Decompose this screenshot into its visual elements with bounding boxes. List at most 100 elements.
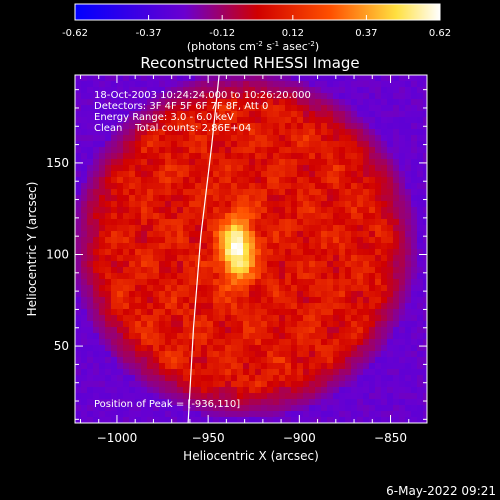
heatmap-cell	[345, 387, 352, 394]
heatmap-cell	[135, 237, 142, 244]
heatmap-cell	[387, 297, 394, 304]
heatmap-cell	[249, 75, 256, 82]
heatmap-cell	[321, 411, 328, 418]
heatmap-cell	[207, 219, 214, 226]
heatmap-cell	[399, 309, 406, 316]
heatmap-cell	[87, 369, 94, 376]
heatmap-cell	[417, 189, 424, 196]
heatmap-cell	[321, 261, 328, 268]
heatmap-cell	[213, 93, 220, 100]
heatmap-cell	[375, 273, 382, 280]
heatmap-cell	[267, 357, 274, 364]
heatmap-cell	[411, 255, 418, 262]
heatmap-cell	[219, 279, 226, 286]
heatmap-cell	[171, 369, 178, 376]
heatmap-cell	[333, 231, 340, 238]
heatmap-cell	[189, 75, 196, 82]
heatmap-cell	[345, 399, 352, 406]
heatmap-cell	[195, 381, 202, 388]
heatmap-cell	[351, 111, 358, 118]
heatmap-cell	[225, 141, 232, 148]
heatmap-cell	[165, 207, 172, 214]
heatmap-cell	[297, 417, 304, 423]
heatmap-cell	[105, 321, 112, 328]
heatmap-cell	[255, 315, 262, 322]
heatmap-cell	[327, 333, 334, 340]
heatmap-cell	[153, 285, 160, 292]
heatmap-cell	[111, 321, 118, 328]
heatmap-cell	[129, 249, 136, 256]
heatmap-cell	[303, 135, 310, 142]
heatmap-cell	[231, 237, 238, 244]
heatmap-cell	[243, 195, 250, 202]
heatmap-cell	[183, 321, 190, 328]
heatmap-cell	[123, 93, 130, 100]
heatmap-cell	[417, 75, 424, 82]
heatmap-cell	[291, 405, 298, 412]
heatmap-cell	[345, 213, 352, 220]
heatmap-cell	[351, 411, 358, 418]
heatmap-cell	[195, 195, 202, 202]
heatmap-cell	[195, 357, 202, 364]
heatmap-cell	[327, 279, 334, 286]
heatmap-cell	[387, 105, 394, 112]
heatmap-cell	[249, 207, 256, 214]
heatmap-cell	[279, 231, 286, 238]
heatmap-cell	[135, 141, 142, 148]
heatmap-cell	[189, 141, 196, 148]
heatmap-cell	[375, 93, 382, 100]
heatmap-cell	[417, 141, 424, 148]
heatmap-cell	[153, 249, 160, 256]
heatmap-cell	[339, 87, 346, 94]
heatmap-cell	[75, 117, 82, 124]
heatmap-cell	[201, 339, 208, 346]
heatmap-cell	[381, 219, 388, 226]
heatmap-cell	[147, 171, 154, 178]
heatmap-cell	[231, 231, 238, 238]
heatmap-cell	[381, 351, 388, 358]
heatmap-cell	[231, 273, 238, 280]
heatmap-cell	[231, 249, 238, 256]
heatmap-cell	[357, 399, 364, 406]
heatmap-cell	[285, 129, 292, 136]
heatmap-cell	[75, 249, 82, 256]
heatmap-cell	[261, 111, 268, 118]
heatmap-cell	[141, 231, 148, 238]
heatmap-cell	[105, 339, 112, 346]
heatmap-cell	[405, 291, 412, 298]
heatmap-cell	[333, 213, 340, 220]
heatmap-cell	[339, 111, 346, 118]
heatmap-cell	[249, 273, 256, 280]
heatmap-cell	[231, 81, 238, 88]
heatmap-cell	[93, 381, 100, 388]
heatmap-cell	[393, 267, 400, 274]
heatmap-cell	[273, 255, 280, 262]
heatmap-cell	[363, 183, 370, 190]
heatmap-cell	[171, 291, 178, 298]
heatmap-cell	[129, 117, 136, 124]
heatmap-cell	[183, 189, 190, 196]
heatmap-cell	[129, 87, 136, 94]
heatmap-cell	[135, 123, 142, 130]
heatmap-cell	[117, 273, 124, 280]
heatmap-cell	[129, 351, 136, 358]
heatmap-cell	[177, 393, 184, 400]
heatmap-cell	[255, 321, 262, 328]
heatmap-cell	[165, 111, 172, 118]
heatmap-cell	[219, 111, 226, 118]
heatmap-cell	[189, 315, 196, 322]
heatmap-cell	[219, 99, 226, 106]
heatmap-cell	[177, 171, 184, 178]
heatmap-cell	[153, 129, 160, 136]
heatmap-cell	[345, 285, 352, 292]
heatmap-cell	[369, 363, 376, 370]
heatmap-cell	[141, 279, 148, 286]
heatmap-cell	[309, 291, 316, 298]
heatmap-cell	[141, 405, 148, 412]
heatmap-cell	[111, 369, 118, 376]
heatmap-cell	[387, 219, 394, 226]
heatmap-cell	[399, 363, 406, 370]
heatmap-cell	[303, 213, 310, 220]
heatmap-cell	[363, 279, 370, 286]
heatmap-cell	[285, 357, 292, 364]
